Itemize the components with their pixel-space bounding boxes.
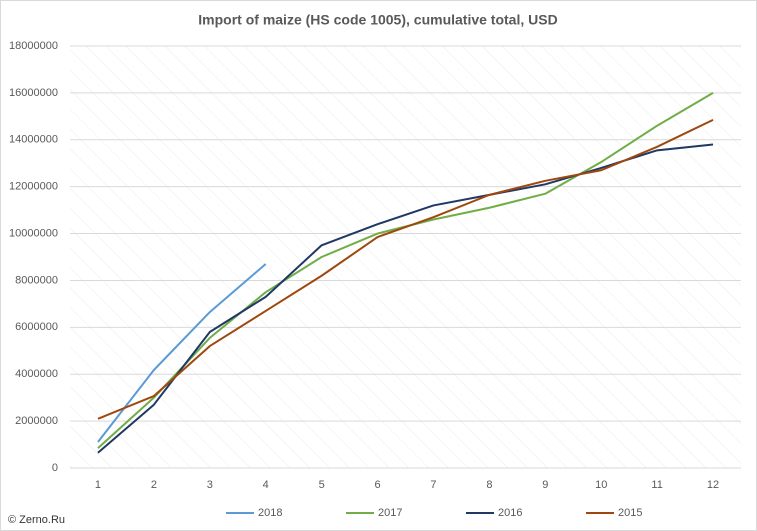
x-tick-label: 2 <box>151 479 157 491</box>
x-tick-label: 3 <box>207 479 213 491</box>
y-tick-label: 16000000 <box>9 87 58 99</box>
y-tick-label: 6000000 <box>15 321 58 333</box>
y-tick-label: 10000000 <box>9 227 58 239</box>
source: © Zerno.Ru <box>8 514 65 526</box>
y-tick-label: 14000000 <box>9 134 58 146</box>
chart-title: Import of maize (HS code 1005), cumulati… <box>198 12 557 28</box>
x-tick-label: 12 <box>707 479 719 491</box>
y-tick-label: 0 <box>52 462 58 474</box>
series-line <box>97 143 714 454</box>
plot-background <box>70 46 741 468</box>
x-tick-label: 7 <box>430 479 436 491</box>
x-tick-label: 5 <box>319 479 325 491</box>
y-tick-label: 8000000 <box>15 274 58 286</box>
legend-label: 2015 <box>618 507 642 519</box>
x-tick-label: 1 <box>95 479 101 491</box>
series-line <box>97 263 267 443</box>
y-tick-label: 12000000 <box>9 181 58 193</box>
x-tick-label: 9 <box>542 479 548 491</box>
legend-label: 2017 <box>378 507 402 519</box>
y-tick-label: 2000000 <box>15 415 58 427</box>
x-tick-label: 8 <box>486 479 492 491</box>
legend-label: 2018 <box>258 507 282 519</box>
series-line <box>97 118 714 420</box>
y-tick-label: 4000000 <box>15 368 58 380</box>
y-tick-label: 18000000 <box>9 40 58 52</box>
x-tick-label: 4 <box>263 479 269 491</box>
x-tick-label: 6 <box>374 479 380 491</box>
x-tick-label: 10 <box>595 479 607 491</box>
legend-label: 2016 <box>498 507 522 519</box>
x-tick-label: 11 <box>651 479 662 491</box>
